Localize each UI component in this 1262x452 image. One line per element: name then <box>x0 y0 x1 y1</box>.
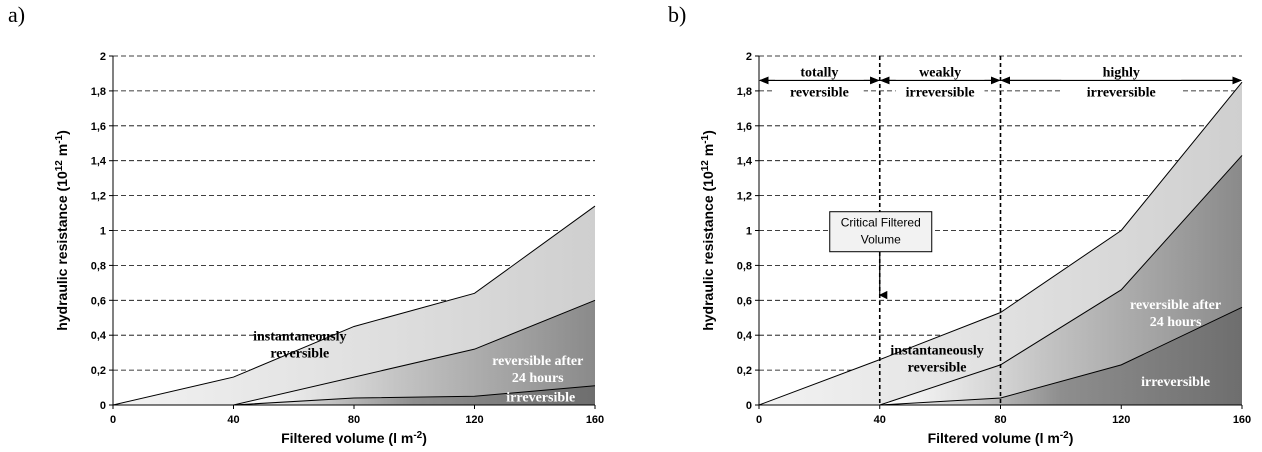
label-reversible-after-24-hours: reversible after 24 hours <box>492 354 583 386</box>
y-tick-label: 1,4 <box>737 156 753 168</box>
y-tick-label: 0,4 <box>737 330 753 342</box>
zone-label-line1: totally <box>800 65 838 80</box>
panel-label: b) <box>668 2 686 27</box>
zone-label-line2: reversible <box>790 85 849 100</box>
zone-label-line2: irreversible <box>1087 85 1156 100</box>
x-tick-label: 0 <box>110 414 116 426</box>
y-tick-label: 1 <box>100 226 106 238</box>
x-tick-label: 80 <box>348 414 360 426</box>
series-line-reversible-after-24-hours <box>879 155 1243 406</box>
y-tick-label: 0,6 <box>91 295 106 307</box>
label-reversible-after-24-hours: reversible after 24 hours <box>1130 298 1221 330</box>
y-tick-label: 0,4 <box>91 330 107 342</box>
x-tick-label: 120 <box>465 414 483 426</box>
series-line-instantaneously-reversible <box>112 205 596 406</box>
y-tick-label: 1,6 <box>91 121 106 133</box>
x-tick-label: 40 <box>874 414 886 426</box>
x-tick-label: 120 <box>1112 414 1130 426</box>
y-tick-label: 1,8 <box>91 86 106 98</box>
series-line-instantaneously-reversible <box>758 81 1243 406</box>
panel-label: a) <box>8 2 25 27</box>
y-tick-label: 1,4 <box>91 156 107 168</box>
label-irreversible: irreversible <box>506 391 575 406</box>
label-irreversible: irreversible <box>1141 375 1210 390</box>
x-tick-label: 80 <box>994 414 1006 426</box>
y-tick-label: 1,8 <box>737 86 752 98</box>
y-axis-title: hydraulic resistance (1012 m-1) <box>700 130 717 331</box>
y-tick-label: 2 <box>100 51 106 63</box>
zone-label-line1: highly <box>1103 65 1140 80</box>
zone-label-line2: irreversible <box>906 85 975 100</box>
y-tick-label: 2 <box>746 51 752 63</box>
y-tick-label: 0,2 <box>737 365 752 377</box>
y-tick-label: 1,2 <box>737 191 752 203</box>
critical-filtered-volume-box <box>829 211 933 253</box>
area-reversible-after-24-hours <box>233 300 595 405</box>
label-instantaneously-reversible: instantaneously reversible <box>253 329 346 361</box>
series-line-irreversible <box>879 306 1243 406</box>
y-tick-label: 1 <box>746 226 752 238</box>
critical-filtered-volume-line2: Volume <box>861 233 901 247</box>
x-axis-title: Filtered volume (l m-2) <box>281 430 427 447</box>
y-tick-label: 1,2 <box>91 191 106 203</box>
y-tick-label: 0 <box>746 400 752 412</box>
y-axis-title: hydraulic resistance (1012 m-1) <box>54 130 71 331</box>
x-tick-label: 160 <box>586 414 604 426</box>
y-tick-label: 0,2 <box>91 365 106 377</box>
area-irreversible <box>879 307 1242 405</box>
y-tick-label: 0,6 <box>737 295 752 307</box>
y-tick-label: 0,8 <box>91 260 106 272</box>
chart-panel-a: a) 0 0,2 0,4 0,6 0,8 1 1,2 1,4 1,6 1,8 2 0 40 80 120 160… <box>8 2 604 446</box>
area-reversible-after-24-hours <box>879 155 1242 405</box>
y-tick-label: 1,6 <box>737 121 752 133</box>
zone-label-line1: weakly <box>919 65 961 80</box>
y-tick-label: 0 <box>100 400 106 412</box>
x-tick-label: 160 <box>1233 414 1251 426</box>
critical-filtered-volume-line1: Critical Filtered <box>841 216 921 230</box>
y-tick-label: 0,8 <box>737 260 752 272</box>
x-tick-label: 0 <box>756 414 762 426</box>
chart-panel-b: b) 0 0,2 0,4 0,6 0,8 1 1,2 1,4 1,6 1,8 2 0 40 80 120 160… <box>668 2 1251 446</box>
series-line-reversible-after-24-hours <box>233 299 596 406</box>
label-instantaneously-reversible: instantaneously reversible <box>890 343 983 375</box>
x-axis-title: Filtered volume (l m-2) <box>928 430 1074 447</box>
x-tick-label: 40 <box>227 414 239 426</box>
series-line-irreversible <box>233 385 596 406</box>
